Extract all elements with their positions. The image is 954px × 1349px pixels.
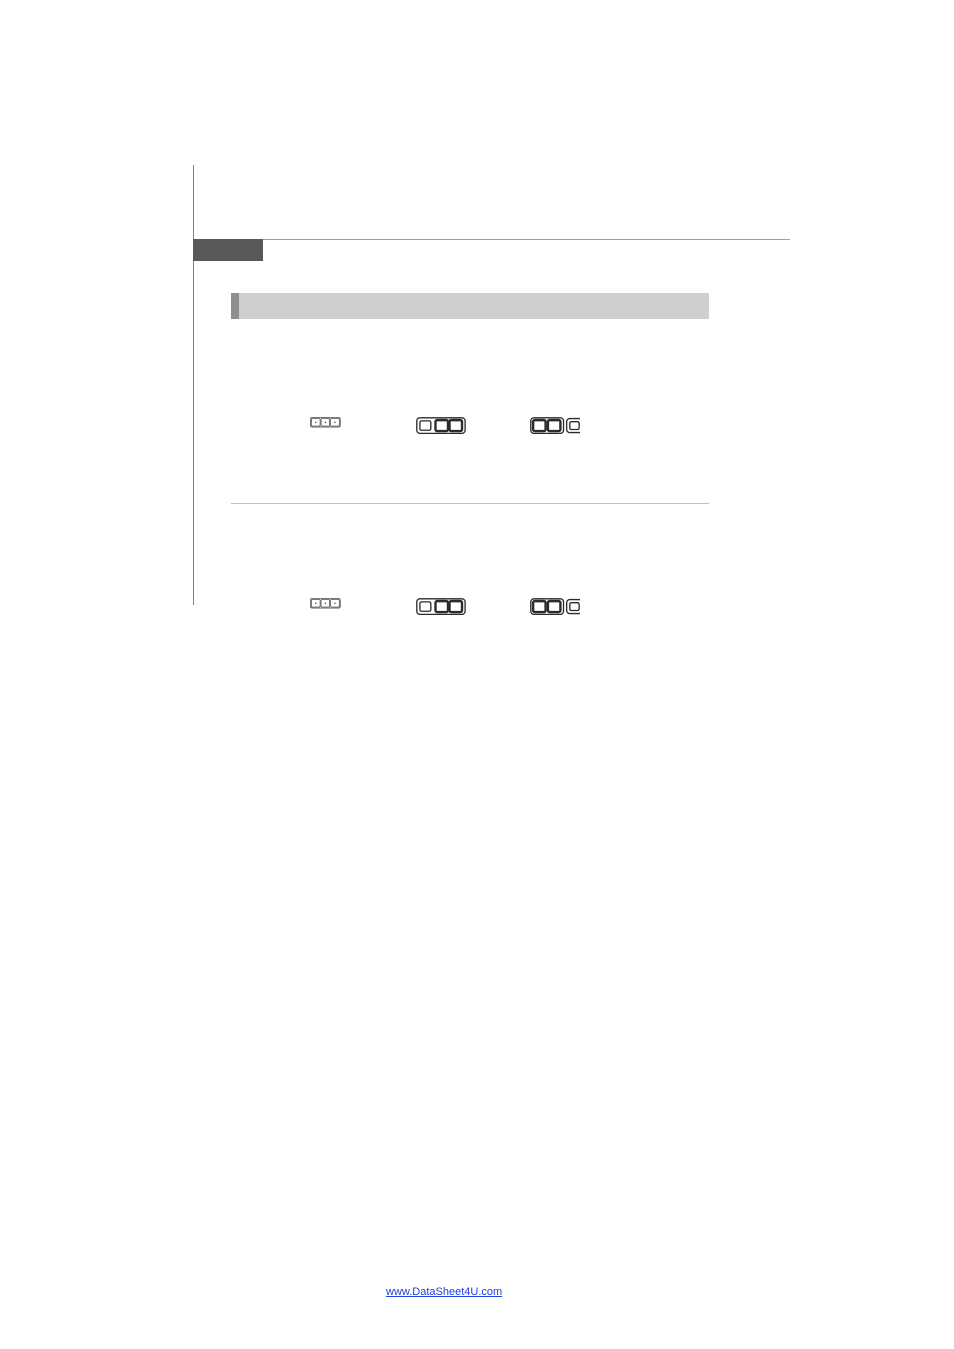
footer-link[interactable]: www.DataSheet4U.com: [386, 1286, 502, 1298]
page: www.DataSheet4U.com: [0, 0, 954, 1349]
subsection-title-marker: [231, 293, 239, 319]
row-separator-rule: [231, 503, 709, 504]
subsection-title-bar: [231, 293, 709, 319]
port-diagram-row2-col1-icon: [310, 598, 341, 609]
section-top-rule: [263, 239, 790, 240]
port-diagram-row2-col3-icon: [530, 598, 580, 615]
port-diagram-row1-col1-icon: [310, 417, 341, 428]
left-margin-rule: [193, 165, 194, 605]
port-diagram-row1-col2-icon: [416, 417, 466, 434]
section-tab: [193, 239, 263, 261]
port-diagram-row2-col2-icon: [416, 598, 466, 615]
port-diagram-row1-col3-icon: [530, 417, 580, 434]
